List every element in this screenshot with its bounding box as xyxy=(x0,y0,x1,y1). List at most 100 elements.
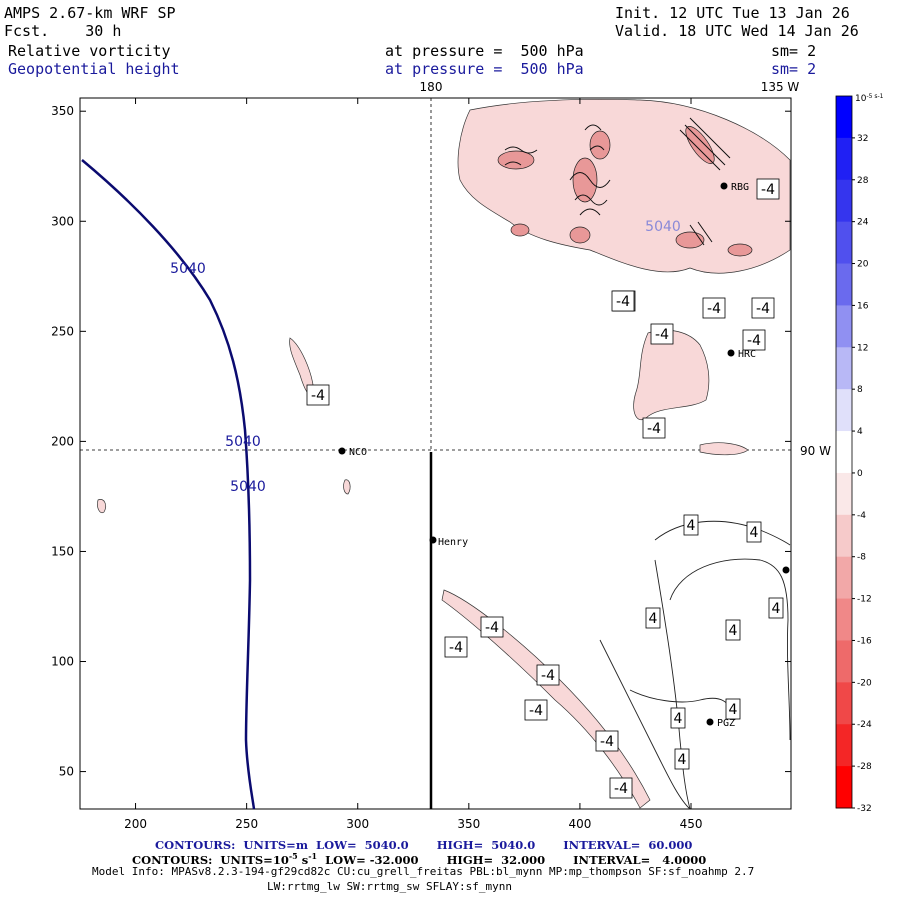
vort-label-box-10 xyxy=(536,664,560,686)
colorbar-tick-label-7: 4 xyxy=(857,427,863,437)
station-henry-label: Henry xyxy=(438,537,468,548)
vort-label-box-7 xyxy=(642,417,666,439)
hatch-1 xyxy=(569,172,611,216)
colorbar-tick-label-5: 12 xyxy=(857,343,868,353)
y-tick-label-6: 350 xyxy=(51,104,74,118)
colorbar-tick-label-2: 24 xyxy=(857,218,869,228)
axes: 200 250 300 350 400 450 50 100 150 200 250 300 350 xyxy=(51,98,791,831)
fcst-value: 30 h xyxy=(85,22,122,40)
vort-label-6: -4 xyxy=(747,333,761,349)
label-135w: 135 W xyxy=(761,80,800,94)
colorbar-segment-10 xyxy=(836,514,852,558)
colorbar-tick-label-12: -16 xyxy=(857,636,872,646)
vort-label-box-5 xyxy=(650,323,674,345)
label-90w: 90 W xyxy=(800,444,831,458)
vort-label-box-11 xyxy=(524,699,548,721)
colorbar-unit-sup: -5 s xyxy=(866,93,877,100)
vort-patch-5 xyxy=(699,442,749,456)
vort-label-21: 4 xyxy=(674,711,683,727)
vorticity-hatches xyxy=(504,117,731,246)
vort-patch-6 xyxy=(97,499,106,514)
vort-label-box-8 xyxy=(480,616,504,638)
vort-label-box-13 xyxy=(609,777,633,799)
vort-label-16: 4 xyxy=(750,525,759,541)
colorbar-tick-label-13: -20 xyxy=(857,678,872,688)
footer-units-b: s xyxy=(297,852,309,867)
colorbar-segment-2 xyxy=(836,179,852,223)
vort-label-box-9 xyxy=(444,636,468,658)
colorbar: 32 28 24 20 16 12 8 4 0 -4 -8 -12 -16 -20 -24 -28 -32 xyxy=(835,95,872,814)
height-label-2: 5040 xyxy=(230,479,266,495)
x-tick-label-4: 400 xyxy=(568,817,591,831)
station-pgz-label: PGZ xyxy=(717,718,735,729)
x-tick-label-1: 250 xyxy=(235,817,258,831)
colorbar-tick-label-14: -24 xyxy=(857,720,872,730)
hatch-3 xyxy=(679,117,731,171)
core-8 xyxy=(727,243,753,257)
x-tick-label-0: 200 xyxy=(124,817,147,831)
y-tick-label-3: 200 xyxy=(51,434,74,448)
colorbar-tick-label-11: -12 xyxy=(857,595,872,605)
field2-smooth: sm= 2 xyxy=(771,60,817,78)
fcst-label: Fcst. xyxy=(4,22,50,40)
vort-label-box-4 xyxy=(751,297,775,319)
colorbar-tick-label-8: 0 xyxy=(857,469,863,479)
vort-label-5: -4 xyxy=(655,327,669,343)
core-5 xyxy=(675,231,705,249)
vort-label-18: 4 xyxy=(729,623,738,639)
vort-label-11: -4 xyxy=(529,703,543,719)
station-henry-marker xyxy=(429,536,437,544)
station-pgz-marker xyxy=(706,718,714,726)
colorbar-unit-sup2: -1 xyxy=(877,93,883,100)
colorbar-frame xyxy=(835,95,853,809)
field1-name: Relative vorticity xyxy=(8,42,171,60)
colorbar-segment-15 xyxy=(836,724,852,767)
station-hrc-marker xyxy=(727,349,735,357)
vort-label-22: 4 xyxy=(678,752,687,768)
vort-label-box-21 xyxy=(670,707,686,729)
hatch-4 xyxy=(689,221,713,246)
vort-label-box-15 xyxy=(683,514,699,536)
footer-vorticity-contours: CONTOURS: UNITS=10-5 s-1 LOW= -32.000 HI… xyxy=(132,851,706,867)
station-rbg-marker xyxy=(720,182,728,190)
colorbar-segment-5 xyxy=(836,305,852,348)
core-6 xyxy=(569,226,591,244)
pos-contour-2 xyxy=(669,558,791,741)
station-nco-label: NCO xyxy=(349,447,367,458)
station-edge-marker xyxy=(782,566,790,574)
colorbar-tick-label-1: 28 xyxy=(857,176,869,186)
vort-label-box-14 xyxy=(611,290,635,312)
vort-label-7: -4 xyxy=(647,421,661,437)
vort-label-15: 4 xyxy=(687,518,696,534)
footer-units-sup2: -1 xyxy=(308,851,318,861)
colorbar-tick-label-9: -4 xyxy=(857,511,866,521)
vort-label-20: 4 xyxy=(729,702,738,718)
vort-label-3: -4 xyxy=(707,301,721,317)
y-tick-label-0: 50 xyxy=(59,765,74,779)
vort-label-1: -4 xyxy=(761,182,775,198)
colorbar-tick-label-10: -8 xyxy=(857,553,866,563)
vorticity-cores xyxy=(497,126,753,257)
footer-units-c: LOW= -32.000 HIGH= 32.000 INTERVAL= 4.00… xyxy=(317,852,707,867)
vort-label-box-6 xyxy=(742,329,766,351)
vort-label-4: -4 xyxy=(756,301,770,317)
vort-label-box-17 xyxy=(768,597,784,619)
vort-label-17: 4 xyxy=(772,601,781,617)
height-contour-labels: 5040 5040 5040 5040 xyxy=(170,219,681,495)
stations: NCO Henry RBG HRC PGZ xyxy=(338,182,790,729)
colorbar-segment-6 xyxy=(836,347,852,390)
model-title: AMPS 2.67-km WRF SP xyxy=(4,4,176,22)
vort-patch-2 xyxy=(633,329,710,420)
colorbar-segment-13 xyxy=(836,640,852,683)
field2-name: Geopotential height xyxy=(8,60,180,78)
colorbar-segment-16 xyxy=(836,766,852,809)
vort-label-14: -4 xyxy=(616,294,630,310)
colorbar-segment-7 xyxy=(836,389,852,432)
core-2 xyxy=(572,157,598,203)
vort-label-box-22 xyxy=(674,748,690,770)
core-3 xyxy=(589,130,611,160)
init-time: Init. 12 UTC Tue 13 Jan 26 xyxy=(615,4,850,22)
colorbar-tick-label-3: 20 xyxy=(857,260,869,270)
vort-label-12: -4 xyxy=(600,734,614,750)
